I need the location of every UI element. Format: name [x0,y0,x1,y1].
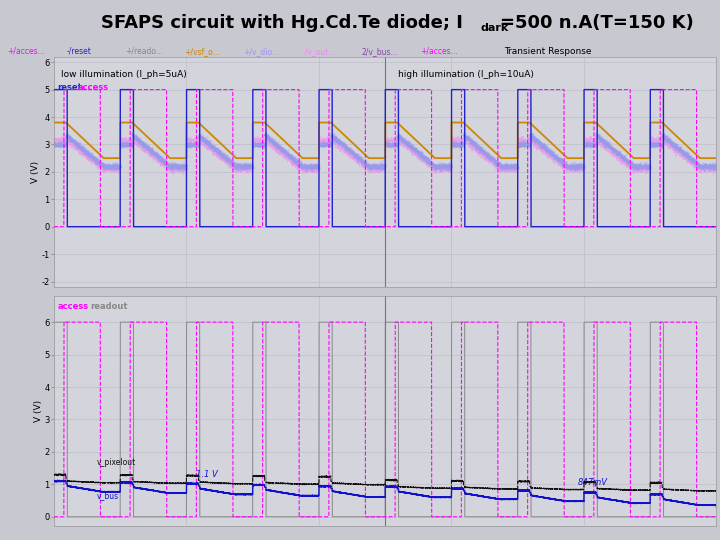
Text: v_pixelout: v_pixelout [97,458,136,467]
Text: +/vsf_o...: +/vsf_o... [184,47,220,56]
Text: 847mV: 847mV [577,478,607,487]
Text: readout: readout [91,302,128,311]
Text: low illumination (I_ph=5uA): low illumination (I_ph=5uA) [60,70,186,79]
Text: -/v_out...: -/v_out... [302,47,336,56]
Text: +/acces...: +/acces... [7,47,45,56]
Text: 1.1 V: 1.1 V [197,470,218,479]
Text: +/reado...: +/reado... [125,47,163,56]
Text: -/reset: -/reset [66,47,91,56]
Text: SFAPS circuit with Hg.Cd.Te diode; I: SFAPS circuit with Hg.Cd.Te diode; I [101,14,463,31]
Text: Transient Response: Transient Response [504,47,592,56]
Text: reset: reset [58,83,82,92]
Text: v_bus: v_bus [97,491,120,500]
Text: access: access [58,302,89,311]
Text: dark: dark [480,23,508,33]
Text: =500 n.A(T=150 K): =500 n.A(T=150 K) [500,14,694,31]
Text: +/acces...: +/acces... [420,47,458,56]
Text: access: access [77,83,108,92]
Y-axis label: V (V): V (V) [34,400,43,422]
Text: high illumination (I_ph=10uA): high illumination (I_ph=10uA) [398,70,534,79]
Text: +/v_dio...: +/v_dio... [243,47,279,56]
Y-axis label: V (V): V (V) [31,161,40,183]
Text: 2/v_bus...: 2/v_bus... [361,47,398,56]
